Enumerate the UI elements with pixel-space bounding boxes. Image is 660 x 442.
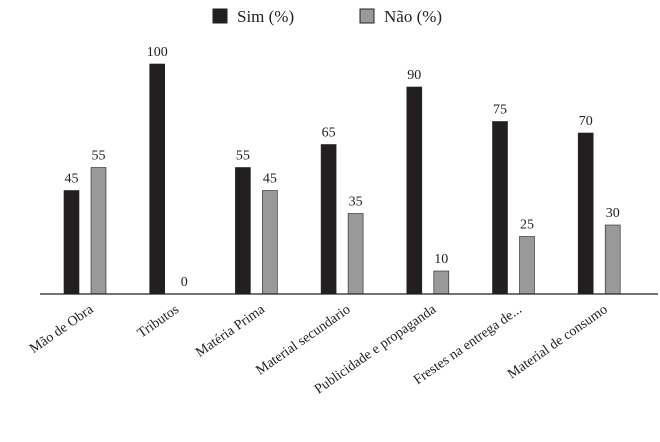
bar-nao-material-de-consumo — [604, 224, 621, 295]
data-label-nao-material-de-consumo: 30 — [606, 206, 620, 221]
bar-sim-publicidade-e-propaganda — [406, 86, 423, 295]
bar-sim-frestes-na-entrega-de — [492, 121, 508, 295]
data-label-nao-materia-prima: 45 — [263, 172, 277, 187]
bar-nao-publicidade-e-propaganda — [433, 270, 450, 295]
bar-nao-mao-de-obra — [90, 167, 107, 295]
bars: 45 55 100 0 55 45 65 35 90 10 75 25 70 30 — [63, 45, 621, 295]
x-tick-labels: Mão de Obra Tributos Matéria PrimaMaterial… — [27, 302, 610, 398]
data-label-sim-material-de-consumo: 70 — [579, 114, 593, 129]
legend-swatch-nao — [359, 8, 375, 24]
x-tick-label-materia-prima: Matéria Prima — [193, 302, 268, 361]
data-label-nao-publicidade-e-propaganda: 10 — [434, 252, 448, 267]
bar-nao-materia-prima — [262, 190, 278, 295]
bar-sim-material-secundario — [320, 144, 337, 295]
data-label-nao-mao-de-obra: 55 — [92, 149, 106, 164]
data-label-nao-frestes-na-entrega-de: 25 — [520, 218, 534, 233]
data-label-sim-material-secundario: 65 — [322, 126, 336, 141]
legend: Sim (%) Não (%) — [212, 7, 442, 26]
legend-label-nao: Não (%) — [384, 7, 442, 26]
bar-sim-material-de-consumo — [577, 132, 594, 295]
bar-nao-frestes-na-entrega-de — [519, 236, 535, 295]
data-label-sim-materia-prima: 55 — [236, 149, 250, 164]
bar-sim-tributos — [149, 63, 165, 295]
legend-swatch-sim — [212, 8, 228, 24]
bar-sim-materia-prima — [235, 167, 251, 295]
data-label-nao-material-secundario: 35 — [349, 195, 363, 210]
x-tick-label-mao-de-obra: Mão de Obra — [27, 302, 97, 357]
data-label-nao-tributos: 0 — [181, 275, 188, 290]
bar-sim-mao-de-obra — [63, 190, 80, 295]
bar-nao-material-secundario — [347, 213, 364, 295]
x-tick-label-tributos: Tributos — [135, 302, 182, 341]
data-label-sim-publicidade-e-propaganda: 90 — [407, 68, 421, 83]
legend-label-sim: Sim (%) — [237, 7, 294, 26]
data-label-sim-tributos: 100 — [147, 45, 168, 60]
data-label-sim-mao-de-obra: 45 — [65, 172, 79, 187]
data-label-sim-frestes-na-entrega-de: 75 — [493, 103, 507, 118]
